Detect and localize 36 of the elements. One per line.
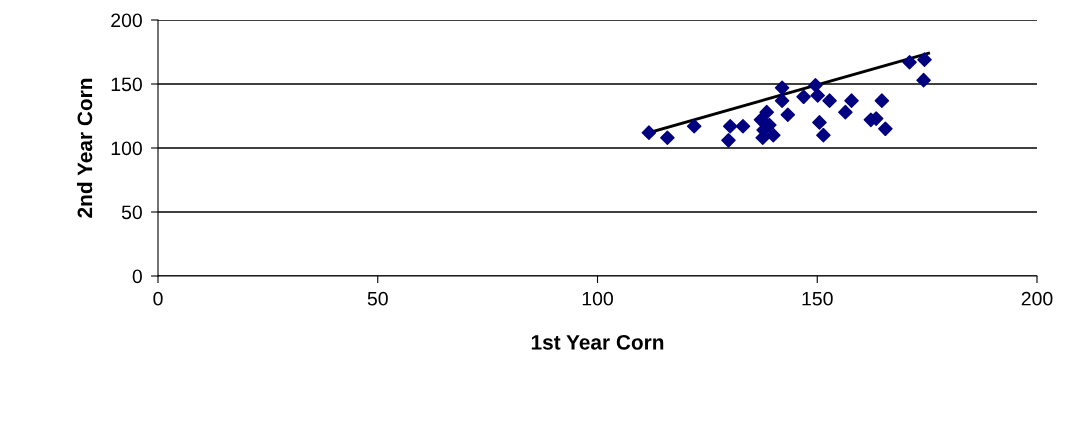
point xyxy=(774,80,790,96)
point xyxy=(816,127,831,143)
point xyxy=(641,125,657,140)
point xyxy=(686,118,702,134)
point xyxy=(735,118,751,134)
point xyxy=(810,88,825,103)
x-tick-label: 0 xyxy=(153,291,163,306)
point xyxy=(822,93,837,108)
x-tick-label: 200 xyxy=(1021,291,1053,306)
y-tick-label: 0 xyxy=(132,269,142,284)
point xyxy=(878,121,893,137)
point xyxy=(844,93,859,108)
x-tick-label: 50 xyxy=(367,291,388,306)
y-axis-title: 2nd Year Corn xyxy=(76,78,93,218)
y-tick-label: 50 xyxy=(121,205,142,220)
point xyxy=(721,133,736,148)
y-tick-label: 100 xyxy=(111,141,142,156)
point xyxy=(812,115,827,130)
point xyxy=(808,77,823,93)
y-tick-label: 150 xyxy=(111,77,142,92)
x-axis-title: 1st Year Corn xyxy=(531,334,664,350)
point xyxy=(660,130,675,146)
point xyxy=(796,89,811,105)
x-tick-label: 100 xyxy=(582,291,613,306)
point xyxy=(916,72,931,88)
point xyxy=(774,93,790,108)
point xyxy=(838,104,853,120)
point xyxy=(902,54,917,70)
x-tick-label: 150 xyxy=(802,291,833,306)
point xyxy=(759,104,774,120)
point xyxy=(722,118,738,134)
point xyxy=(780,107,796,123)
y-tick-label: 200 xyxy=(111,13,142,28)
point xyxy=(874,93,890,108)
point xyxy=(766,127,781,143)
point xyxy=(917,52,932,67)
